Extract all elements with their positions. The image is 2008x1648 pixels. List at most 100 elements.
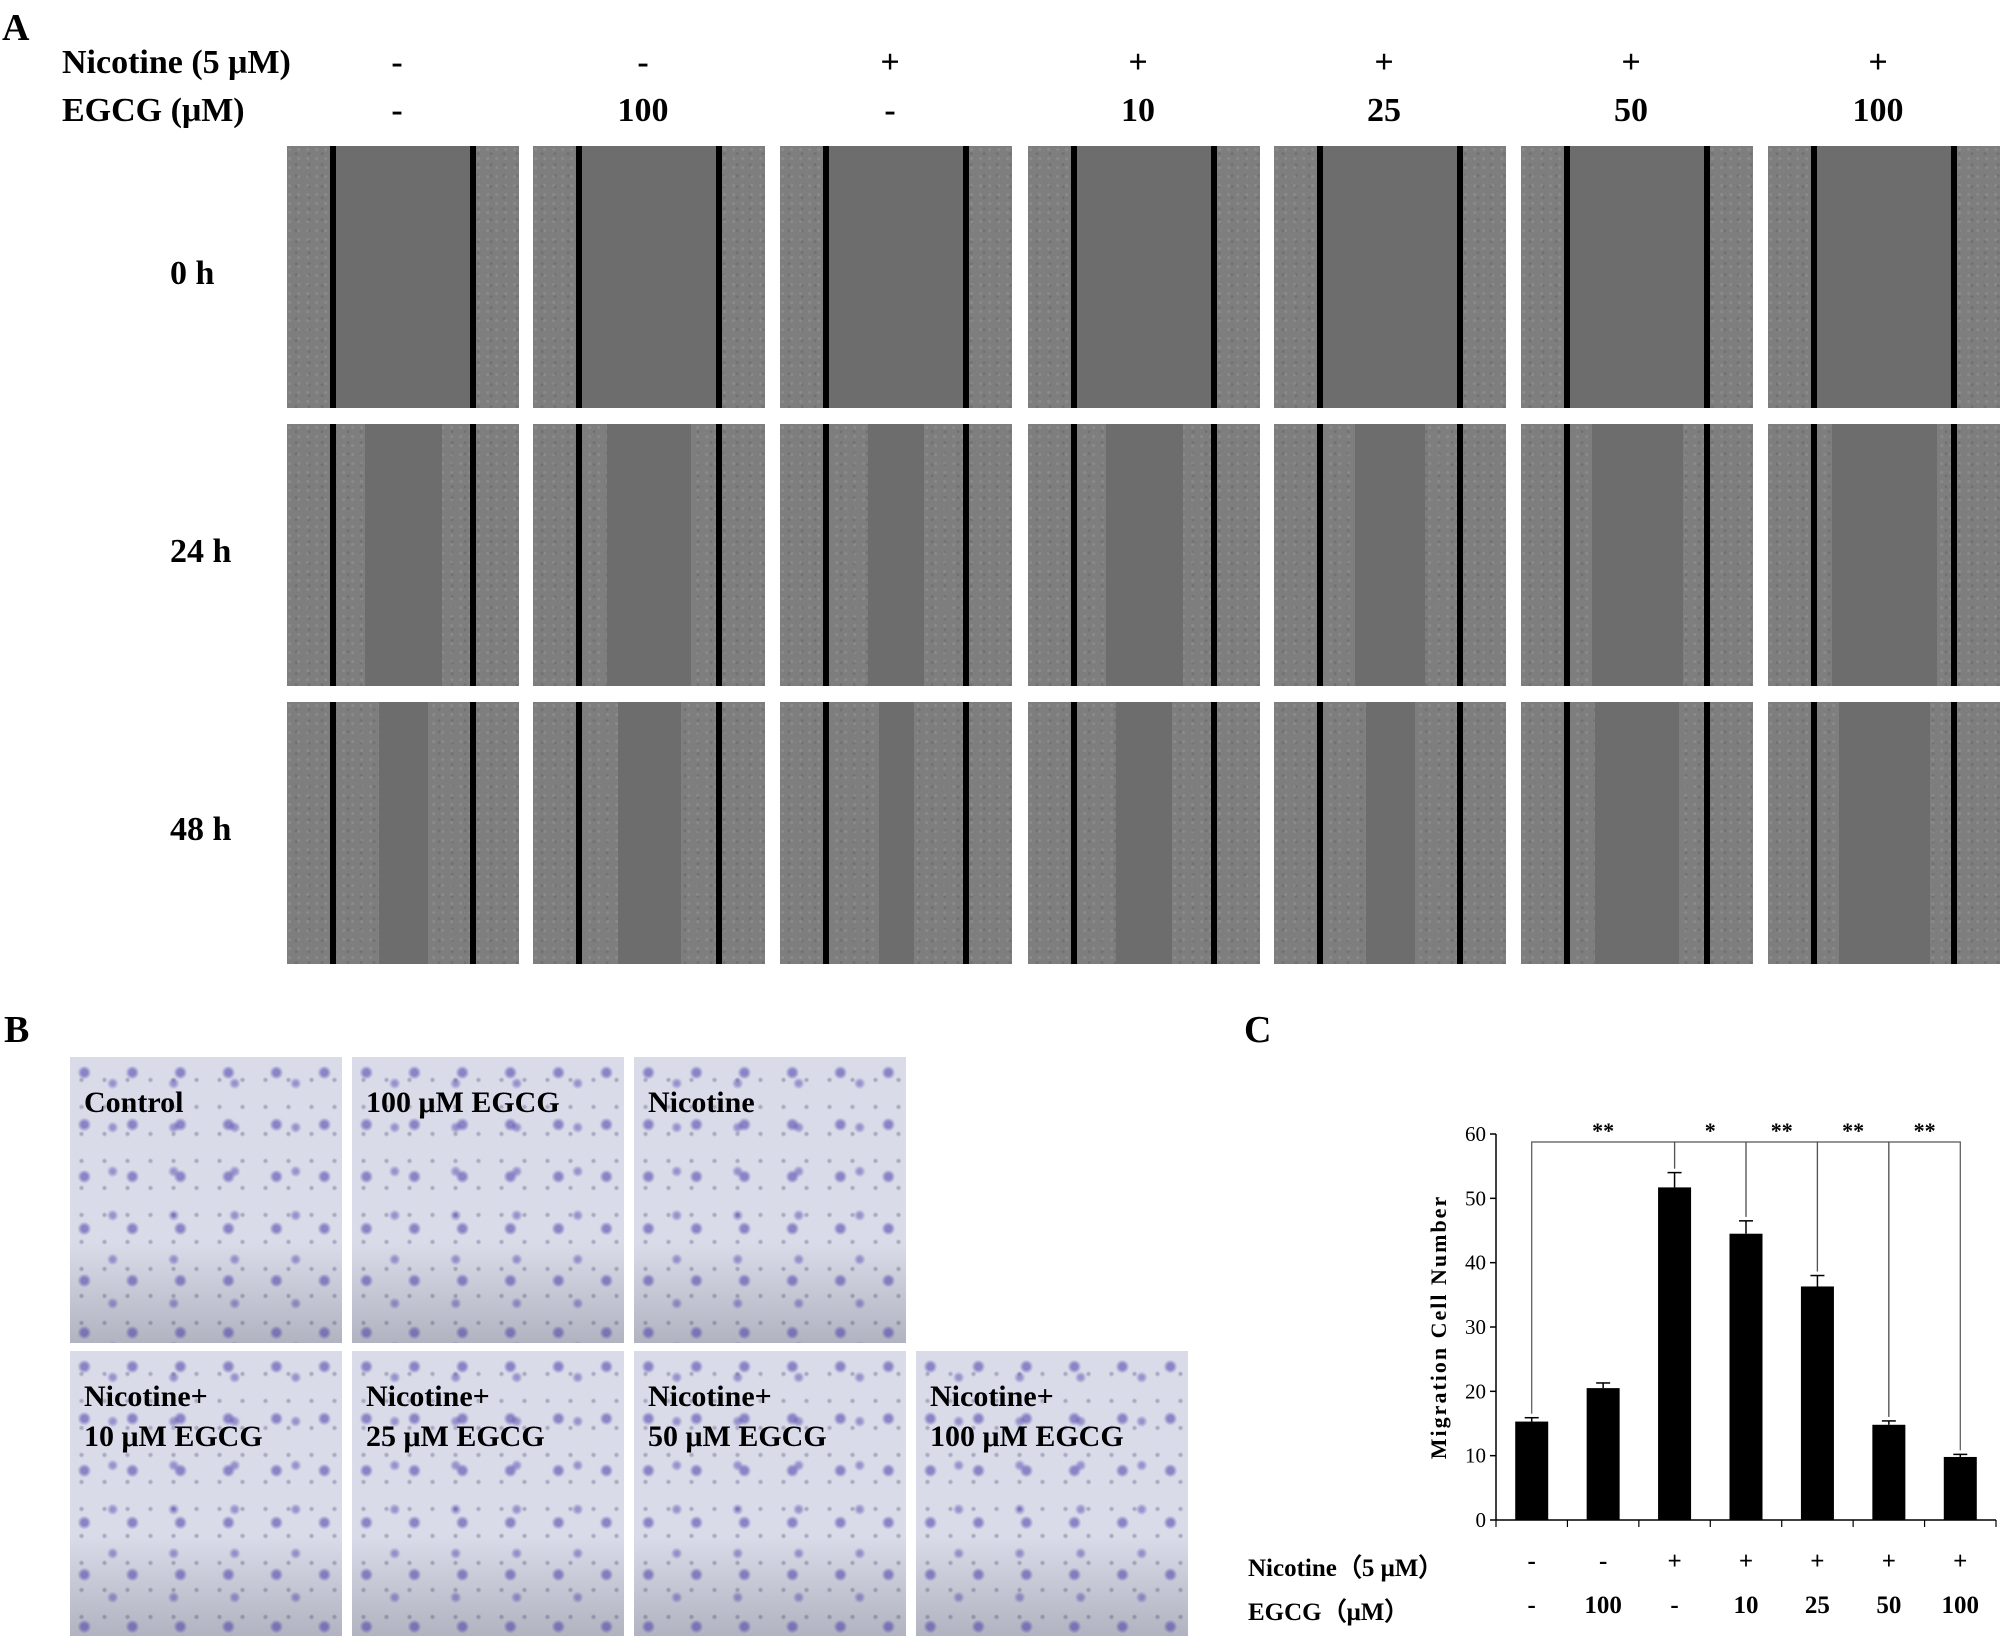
significance-marker: **	[1771, 1118, 1793, 1143]
wound-healing-image	[1521, 702, 1753, 964]
wound-gap	[1116, 702, 1172, 964]
chart-nicotine-label: Nicotine（5 μM）	[1248, 1555, 1444, 1582]
chart-condition-value: -	[1527, 1548, 1536, 1575]
condition-value: -	[391, 92, 403, 129]
wound-edge-line	[1211, 146, 1217, 408]
wound-healing-image	[780, 146, 1012, 408]
chart-condition-value: +	[1953, 1548, 1968, 1575]
wound-healing-image	[1521, 146, 1753, 408]
wound-edge-line	[1457, 146, 1463, 408]
wound-edge-line	[1211, 424, 1217, 686]
chart-condition-value: 100	[1941, 1592, 1980, 1619]
wound-edge-line	[716, 146, 722, 408]
condition-value: 25	[1367, 92, 1401, 129]
y-tick-label: 50	[1465, 1186, 1486, 1210]
wound-gap	[1814, 146, 1954, 408]
wound-edge-line	[1704, 424, 1710, 686]
wound-edge-line	[823, 702, 829, 964]
wound-edge-line	[470, 424, 476, 686]
wound-edge-line	[576, 702, 582, 964]
wound-edge-line	[1951, 424, 1957, 686]
significance-bracket	[1531, 1141, 1676, 1414]
transwell-image-label: Nicotine	[648, 1086, 755, 1119]
panel-b-letter: B	[4, 1009, 30, 1051]
wound-healing-image	[533, 424, 765, 686]
chart-condition-value: -	[1670, 1592, 1679, 1619]
wound-edge-line	[1071, 146, 1077, 408]
wound-edge-line	[1811, 424, 1817, 686]
bar	[1658, 1187, 1692, 1520]
wound-edge-line	[716, 424, 722, 686]
condition-value: -	[391, 44, 403, 81]
chart-condition-value: 25	[1804, 1592, 1830, 1619]
bar	[1729, 1233, 1763, 1520]
y-tick-label: 10	[1465, 1444, 1486, 1468]
wound-gap	[826, 146, 966, 408]
wound-healing-image	[780, 424, 1012, 686]
wound-healing-image	[1274, 702, 1506, 964]
bar	[1943, 1456, 1977, 1520]
wound-gap	[1365, 702, 1415, 964]
wound-healing-image	[1028, 146, 1260, 408]
wound-edge-line	[823, 424, 829, 686]
chart-condition-value: 100	[1584, 1592, 1622, 1619]
chart-condition-value: +	[1881, 1548, 1896, 1575]
wound-gap	[1831, 424, 1937, 686]
wound-healing-image	[1768, 424, 2000, 686]
wound-edge-line	[1811, 146, 1817, 408]
wound-edge-line	[716, 702, 722, 964]
wound-edge-line	[330, 702, 336, 964]
condition-value: 100	[617, 92, 669, 129]
condition-value: -	[637, 44, 649, 81]
wound-gap	[878, 702, 914, 964]
condition-value: 10	[1121, 92, 1155, 129]
significance-marker: **	[1842, 1118, 1864, 1143]
wound-healing-image	[1768, 146, 2000, 408]
wound-edge-line	[1951, 702, 1957, 964]
wound-healing-image	[1274, 146, 1506, 408]
wound-healing-image	[533, 702, 765, 964]
wound-edge-line	[963, 702, 969, 964]
wound-edge-line	[1071, 424, 1077, 686]
bar	[1586, 1388, 1620, 1520]
y-tick-label: 30	[1465, 1315, 1486, 1339]
wound-healing-image	[287, 702, 519, 964]
wound-gap	[1355, 424, 1425, 686]
wound-healing-image	[1028, 424, 1260, 686]
wound-edge-line	[1564, 146, 1570, 408]
wound-healing-image	[533, 146, 765, 408]
wound-healing-image	[1521, 424, 1753, 686]
wound-edge-line	[1317, 702, 1323, 964]
y-tick-label: 40	[1465, 1251, 1486, 1275]
wound-edge-line	[330, 424, 336, 686]
wound-gap	[579, 146, 719, 408]
wound-edge-line	[1951, 146, 1957, 408]
transwell-image-label: Nicotine+ 25 μM EGCG	[366, 1380, 545, 1453]
time-point-label: 24 h	[170, 533, 232, 570]
y-tick-label: 0	[1476, 1508, 1487, 1532]
bar	[1872, 1424, 1906, 1520]
condition-value: 50	[1614, 92, 1648, 129]
significance-marker: *	[1705, 1118, 1716, 1143]
transwell-image: Control	[70, 1057, 342, 1343]
transwell-image-label: Nicotine+ 50 μM EGCG	[648, 1380, 827, 1453]
transwell-image: Nicotine+ 50 μM EGCG	[634, 1351, 906, 1636]
condition-value: +	[1868, 44, 1888, 81]
nicotine-row-label: Nicotine (5 μM)	[62, 44, 291, 81]
bar	[1515, 1421, 1549, 1520]
transwell-image-label: Nicotine+ 100 μM EGCG	[930, 1380, 1124, 1453]
condition-value: 100	[1852, 92, 1904, 129]
panel-a-letter: A	[2, 7, 30, 49]
panel-c-letter: C	[1244, 1009, 1272, 1051]
wound-edge-line	[1457, 702, 1463, 964]
y-tick-label: 60	[1465, 1122, 1486, 1146]
y-axis-title: Migration Cell Number	[1426, 1195, 1451, 1459]
wound-edge-line	[470, 702, 476, 964]
wound-gap	[1567, 146, 1707, 408]
wound-gap	[1105, 424, 1183, 686]
wound-edge-line	[963, 146, 969, 408]
wound-healing-image	[1028, 702, 1260, 964]
wound-edge-line	[963, 424, 969, 686]
chart-condition-value: +	[1738, 1548, 1754, 1575]
